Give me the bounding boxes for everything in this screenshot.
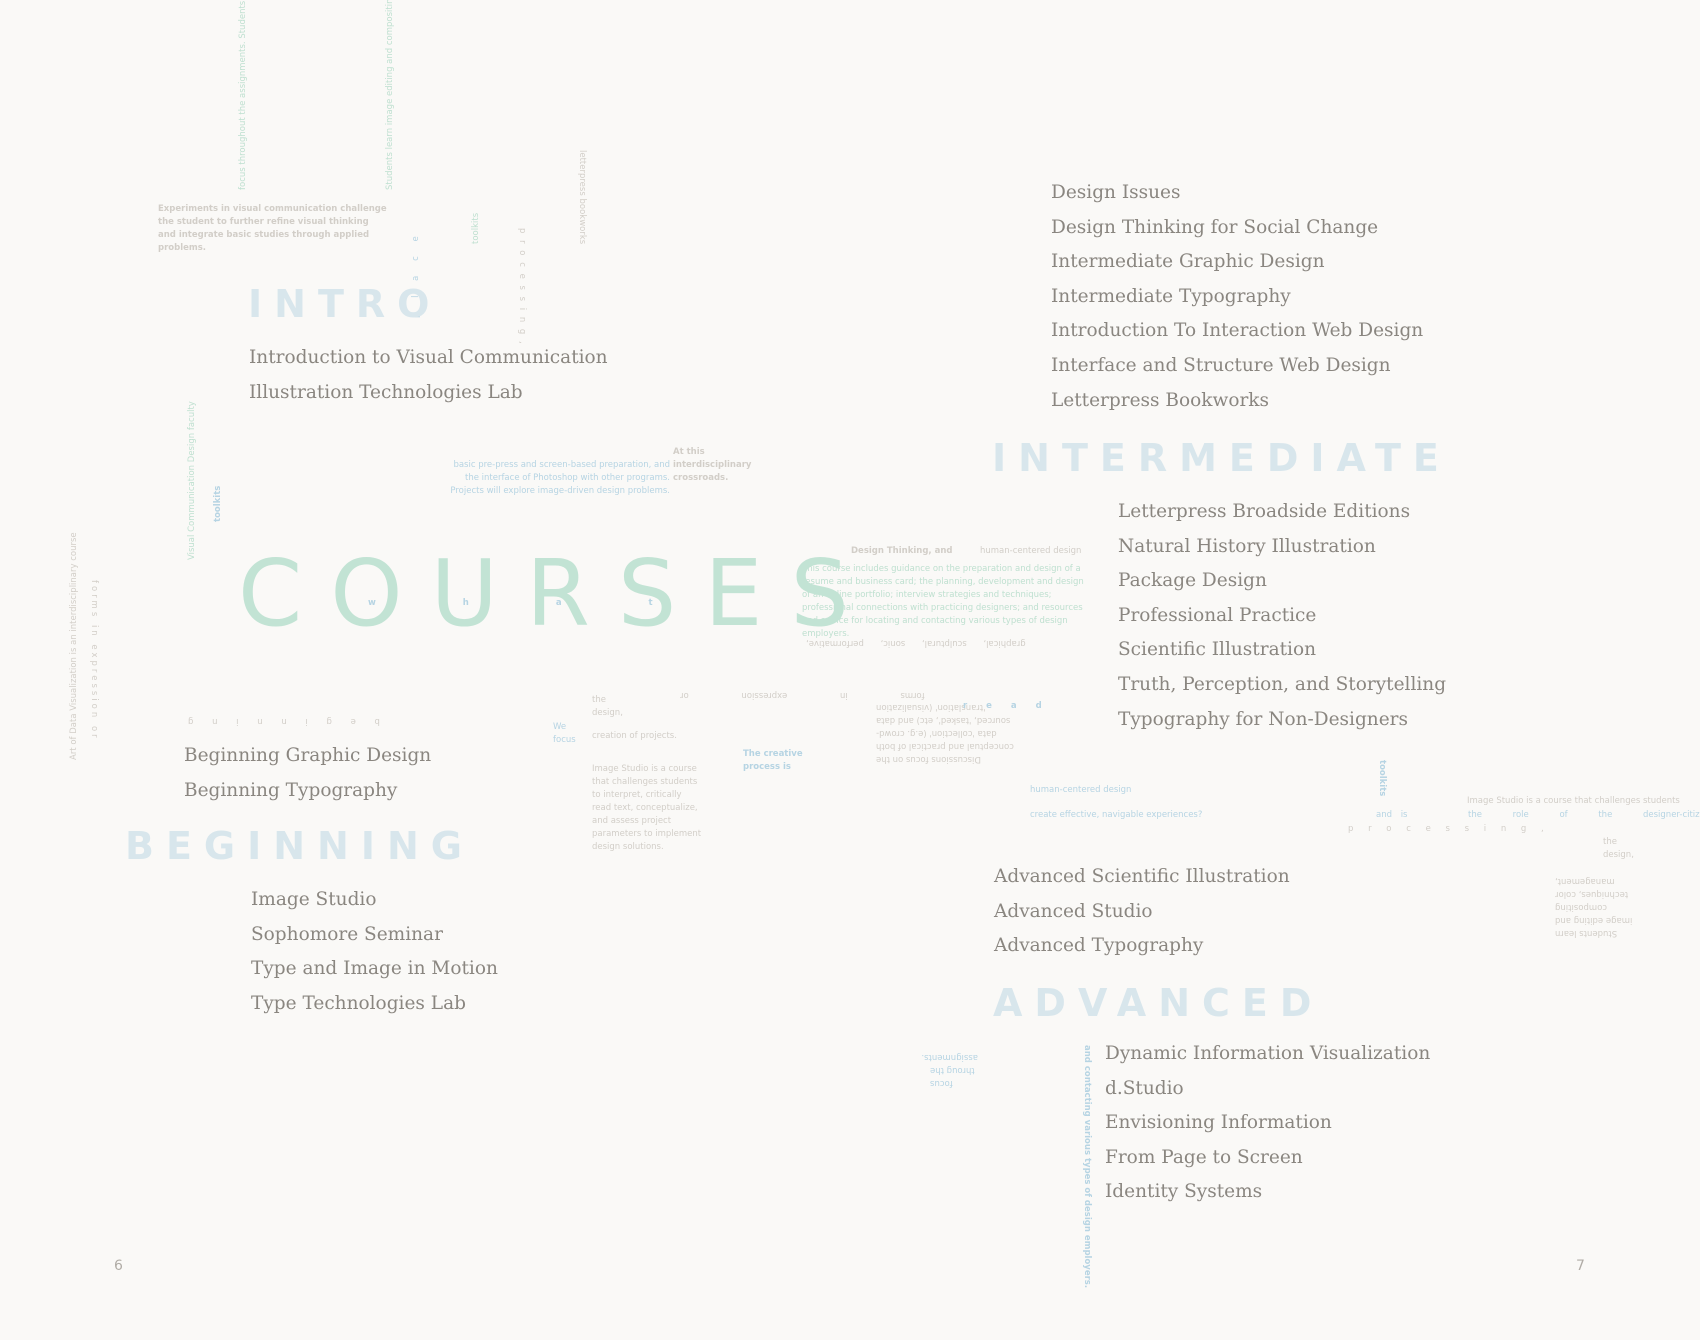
section-heading-advanced: ADVANCED (993, 981, 1324, 1025)
advanced-course-list-bottom: Dynamic Information Visualization d.Stud… (1105, 1037, 1430, 1210)
course-item[interactable]: Design Issues (1051, 182, 1181, 203)
decorative-vertical-focus: focus throughout the assignments. Studen… (237, 0, 250, 190)
decorative-human-centered: human-centered design (980, 546, 1082, 556)
decorative-color-management-flipped: Students learn image editing and composi… (1555, 876, 1633, 938)
decorative-the-design: the design, (592, 695, 623, 718)
decorative-designer-citizen: the role of the designer-citizen? (1468, 810, 1700, 820)
decorative-toolkits-right: toolkits (1377, 760, 1387, 797)
course-item[interactable]: Envisioning Information (1105, 1112, 1332, 1134)
decorative-creation: creation of projects. (592, 731, 677, 741)
decorative-prepress: basic pre-press and screen-based prepara… (450, 460, 670, 496)
decorative-processing-top: p r o c e s s i n g , (517, 228, 527, 346)
intermediate-course-list-top: Design Issues Design Thinking for Social… (1051, 176, 1423, 418)
decorative-guidance: This course includes guidance on the pre… (802, 564, 1084, 639)
decorative-creative-process: The creative process is (743, 749, 803, 772)
course-item[interactable]: d.Studio (1105, 1077, 1184, 1099)
advanced-course-list-top: Advanced Scientific Illustration Advance… (994, 860, 1290, 964)
course-item[interactable]: Type and Image in Motion (251, 958, 498, 980)
decorative-focus-assignments: focus throug the assignments. (921, 1052, 978, 1088)
section-heading-intermediate: INTERMEDIATE (992, 436, 1451, 480)
course-item[interactable]: Beginning Graphic Design (184, 745, 432, 766)
course-item[interactable]: Advanced Typography (994, 935, 1204, 957)
decorative-forms-left: forms in expression or (89, 580, 99, 741)
course-item[interactable]: Advanced Studio (994, 900, 1153, 922)
page-number-left: 6 (114, 1258, 123, 1274)
course-item[interactable]: Interface and Structure Web Design (1051, 354, 1391, 376)
decorative-navigable: create effective, navigable experiences? (1030, 810, 1203, 820)
beginning-course-list-top: Beginning Graphic Design Beginning Typog… (184, 739, 431, 808)
course-item[interactable]: Identity Systems (1105, 1181, 1263, 1203)
intermediate-course-list-bottom: Letterpress Broadside Editions Natural H… (1118, 495, 1446, 737)
intro-course-list: Introduction to Visual Communication Ill… (249, 341, 608, 410)
section-heading-intro: INTRO (248, 282, 442, 326)
section-heading-beginning: BEGINNING (125, 824, 474, 868)
course-item[interactable]: Professional Practice (1118, 604, 1317, 626)
decorative-employers-vertical: and contacting various types of design e… (1082, 1045, 1092, 1289)
course-item[interactable]: Typography for Non-Designers (1118, 708, 1409, 730)
decorative-art-of-data: Art of Data Visualization is an interdis… (69, 532, 79, 760)
decorative-toolkits-left: toolkits (213, 485, 223, 522)
beginning-course-list-bottom: Image Studio Sophomore Seminar Type and … (251, 883, 498, 1021)
course-item[interactable]: Natural History Illustration (1118, 535, 1376, 557)
decorative-human-centered-2: human-centered design (1030, 785, 1132, 795)
course-item[interactable]: From Page to Screen (1105, 1146, 1303, 1168)
course-item[interactable]: Truth, Perception, and Storytelling (1118, 673, 1447, 695)
course-item[interactable]: Advanced Scientific Illustration (994, 866, 1290, 887)
page-number-right: 7 (1576, 1258, 1585, 1274)
decorative-design-thinking: Design Thinking, and (851, 546, 953, 556)
course-item[interactable]: Beginning Typography (184, 779, 398, 801)
decorative-bookworks-vertical: letterpress bookworks (577, 150, 587, 245)
course-item[interactable]: Type Technologies Lab (251, 992, 466, 1014)
decorative-and-is: and is (1376, 810, 1408, 820)
course-item[interactable]: Dynamic Information Visualization (1105, 1043, 1431, 1064)
course-item[interactable]: Package Design (1118, 570, 1267, 592)
decorative-image-studio-long: Image Studio is a course that challenges… (1467, 796, 1680, 806)
decorative-beginning-letters: b e g i n n i n g (180, 716, 380, 726)
course-item[interactable]: Scientific Illustration (1118, 639, 1317, 661)
decorative-read-letters: r e a d (963, 701, 1050, 711)
decorative-vertical-color: Students learn image editing and composi… (385, 0, 395, 190)
course-item[interactable]: Sophomore Seminar (251, 923, 443, 945)
course-item[interactable]: Introduction To Interaction Web Design (1051, 320, 1424, 342)
decorative-we-focus: We focus (553, 722, 576, 745)
course-item[interactable]: Design Thinking for Social Change (1051, 216, 1379, 238)
decorative-paragraph-experiments: Experiments in visual communication chal… (158, 204, 387, 253)
course-item[interactable]: Letterpress Broadside Editions (1118, 501, 1411, 522)
decorative-processing-right: p r o c e s s i n g , (1348, 824, 1550, 834)
course-item[interactable]: Introduction to Visual Communication (249, 347, 608, 368)
course-item[interactable]: Illustration Technologies Lab (249, 381, 523, 403)
course-item[interactable]: Letterpress Bookworks (1051, 389, 1269, 411)
decorative-image-studio-short: Image Studio is a course that challenges… (592, 764, 702, 852)
decorative-at-this: At this interdisciplinary crossroads. (673, 447, 752, 483)
decorative-what-letters: w h a t (368, 598, 695, 608)
course-item[interactable]: Image Studio (251, 889, 377, 910)
decorative-toolkits-top: toolkits (471, 212, 481, 244)
decorative-the-design-right: the design, (1603, 837, 1634, 860)
page-title: COURSES (238, 540, 877, 647)
course-item[interactable]: Intermediate Typography (1051, 285, 1291, 307)
decorative-vcd-faculty: Visual Communication Design faculty (187, 401, 197, 560)
course-item[interactable]: Intermediate Graphic Design (1051, 251, 1325, 273)
